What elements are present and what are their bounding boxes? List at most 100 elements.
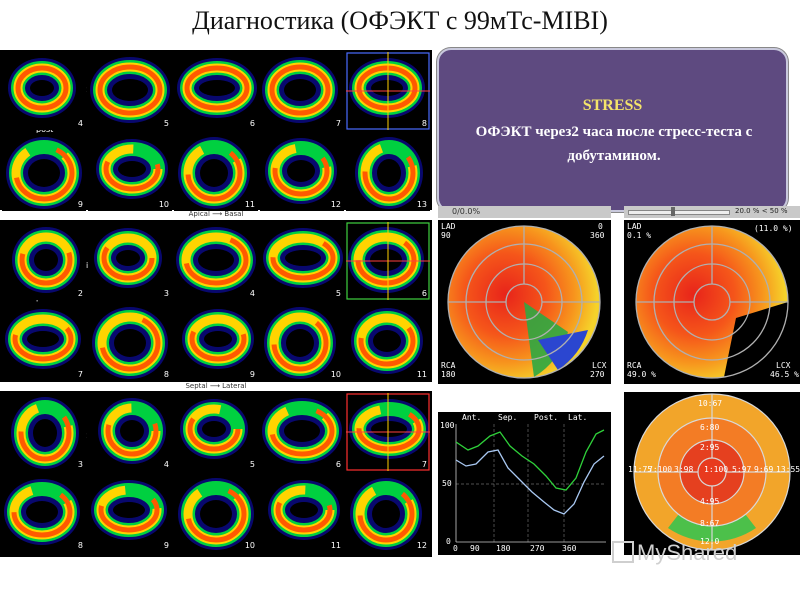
seg-f: 5:97 <box>732 465 752 474</box>
spect-slice-tile: 7 <box>346 393 430 471</box>
slice-number: 5 <box>163 119 169 128</box>
seg-b: 2:95 <box>700 443 720 452</box>
slice-number: 8 <box>421 119 427 128</box>
slice-number: 7 <box>77 370 83 379</box>
polar-left-rca: RCA <box>441 361 456 370</box>
seg-e: 1:100 <box>704 465 729 474</box>
threshold-status: 20.0 % < 50 % <box>735 207 788 215</box>
polar-left-lcx: LCX <box>592 361 607 370</box>
spect-slice-tile: 5 <box>174 393 258 471</box>
polar-right-rca-val: 49.0 % <box>627 370 656 379</box>
slice-number: 9 <box>249 370 255 379</box>
slice-number: 5 <box>249 460 255 469</box>
polar-left-lad-val: 90 <box>441 231 451 240</box>
spect-slice-tile: 10 <box>174 474 258 552</box>
spect-slice-tile: 4 <box>2 52 86 130</box>
slice-number: 12 <box>416 541 427 550</box>
profile-label-sep: Sep. <box>498 413 518 422</box>
spect-slice-tile: 2 <box>2 222 86 300</box>
slice-number: 8 <box>77 541 83 550</box>
profile-plot: 100 50 0 Ant. Sep. Post. Lat. 0 90 180 2… <box>438 412 611 555</box>
spect-slice-tile: 10 <box>260 303 344 381</box>
polar-right-lad-val: 0.1 % <box>627 231 652 240</box>
spect-slice-tile: 4 <box>88 393 172 471</box>
polar-right-lcx-val: 46.5 % <box>770 370 799 379</box>
polar-map-left-svg <box>447 225 601 379</box>
spect-slice-tile: 11 <box>174 133 258 211</box>
spect-slice-tile: 5 <box>260 222 344 300</box>
profile-label-lat: Lat. <box>568 413 588 422</box>
seg-i: 13:55 <box>776 465 800 474</box>
threshold-slider-thumb[interactable] <box>671 207 675 216</box>
slice-number: 3 <box>77 460 83 469</box>
spect-slice-tile: 3 <box>2 393 86 471</box>
polar-left-lcx-val: 270 <box>590 370 605 379</box>
spect-slice-tile: 6 <box>260 393 344 471</box>
slice-number: 7 <box>421 460 427 469</box>
slice-number: 4 <box>249 289 255 298</box>
slice-number: 2 <box>77 289 83 298</box>
spect-slice-tile: 8 <box>346 52 430 130</box>
seg-d: 3:98 <box>674 465 694 474</box>
polar-left-deg360: 360 <box>590 231 605 240</box>
slice-number: 7 <box>335 119 341 128</box>
slice-number: 9 <box>163 541 169 550</box>
spect-slice-tile: 8 <box>88 303 172 381</box>
popup-title: STRESS <box>582 97 643 114</box>
watermark: MyShared <box>612 540 737 566</box>
spect-slice-tile: 7 <box>260 52 344 130</box>
threshold-slider-strip[interactable]: 20.0 % < 50 % <box>624 206 800 218</box>
threshold-slider-track[interactable] <box>628 210 730 215</box>
bullseye-17-segment: 10:67 6:80 2:95 7:100 3:98 1:100 5:97 9:… <box>624 392 800 555</box>
page-title: Диагностика (ОФЭКТ с 99мТс-MIBI) <box>192 6 608 35</box>
seg-j: 4:95 <box>700 497 720 506</box>
profile-x-180: 180 <box>496 544 511 553</box>
profile-y-100: 100 <box>440 421 455 430</box>
seg-a: 6:80 <box>700 423 720 432</box>
axis-caption-2: Septal ⟶ Lateral <box>0 382 432 390</box>
profile-plot-svg <box>455 424 606 543</box>
polar-right-lcx: LCX <box>776 361 791 370</box>
spect-slice-tile: 3 <box>88 222 172 300</box>
spect-slice-tile: 12 <box>260 133 344 211</box>
seg-g: 9:69 <box>754 465 774 474</box>
watermark-icon <box>612 541 634 563</box>
spect-slice-tile: 5 <box>88 52 172 130</box>
seg-top: 10:67 <box>698 399 723 408</box>
slice-number: 6 <box>335 460 341 469</box>
profile-y-50: 50 <box>442 479 452 488</box>
profile-x-0: 0 <box>453 544 458 553</box>
profile-y-0: 0 <box>446 537 451 546</box>
profile-x-90: 90 <box>470 544 480 553</box>
slice-number: 13 <box>416 200 427 209</box>
status-strip-left: 0/0.0% <box>438 206 611 218</box>
polar-map-left: LAD 90 0 360 RCA 180 LCX 270 <box>438 220 611 384</box>
slice-number: 4 <box>77 119 83 128</box>
slice-number: 11 <box>330 541 341 550</box>
slice-number: 8 <box>163 370 169 379</box>
spect-slice-tile: 7 <box>2 303 86 381</box>
spect-slice-tile: 4 <box>174 222 258 300</box>
polar-left-rca-val: 180 <box>441 370 456 379</box>
polar-left-lad: LAD <box>441 222 456 231</box>
polar-right-pct: (11.0 %) <box>754 224 793 233</box>
spect-slice-tile: 8 <box>2 474 86 552</box>
slice-number: 10 <box>330 370 341 379</box>
profile-x-270: 270 <box>530 544 545 553</box>
slice-number: 6 <box>421 289 427 298</box>
slice-number: 5 <box>335 289 341 298</box>
watermark-text: MyShared <box>637 540 738 565</box>
slice-number: 3 <box>163 289 169 298</box>
stress-popup: STRESS ОФЭКТ через2 часа после стресс-те… <box>437 48 788 212</box>
polar-right-lad: LAD <box>627 222 642 231</box>
slice-number: 11 <box>416 370 427 379</box>
spect-slice-tile: 9 <box>88 474 172 552</box>
seg-k: 8:67 <box>700 519 720 528</box>
profile-label-post: Post. <box>534 413 559 422</box>
polar-map-right-svg <box>635 225 789 379</box>
slice-number: 11 <box>244 200 255 209</box>
popup-body: ОФЭКТ через2 часа после стресс-теста с д… <box>475 124 753 164</box>
seg-c: 7:100 <box>648 465 673 474</box>
slice-number: 10 <box>158 200 169 209</box>
axis-caption-1: Apical ⟶ Basal <box>0 210 432 218</box>
